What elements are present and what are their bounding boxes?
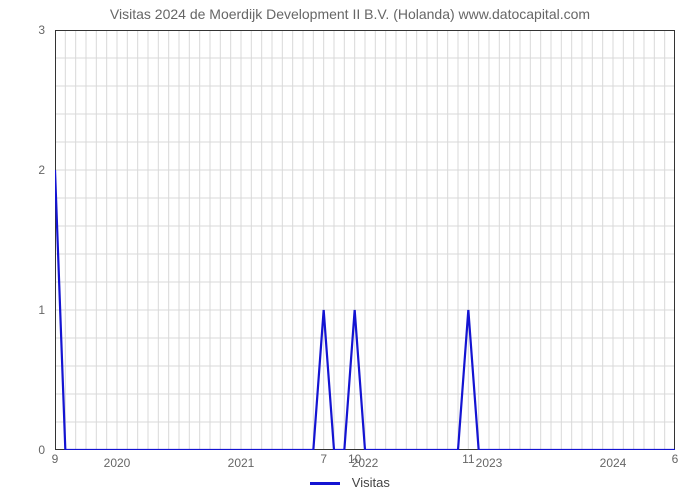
value-label: 10 xyxy=(343,452,367,466)
y-tick-label: 0 xyxy=(0,443,45,457)
x-tick-label: 2024 xyxy=(583,456,643,470)
plot-area xyxy=(55,30,675,450)
legend: Visitas xyxy=(0,475,700,490)
chart-title: Visitas 2024 de Moerdijk Development II … xyxy=(0,6,700,22)
visitas-chart: Visitas 2024 de Moerdijk Development II … xyxy=(0,0,700,500)
x-tick-label: 2020 xyxy=(87,456,147,470)
value-label: 9 xyxy=(43,452,67,466)
value-label: 11 xyxy=(456,452,480,466)
legend-swatch xyxy=(310,482,340,485)
y-tick-label: 3 xyxy=(0,23,45,37)
x-tick-label: 2021 xyxy=(211,456,271,470)
y-tick-label: 2 xyxy=(0,163,45,177)
legend-label: Visitas xyxy=(352,475,390,490)
y-tick-label: 1 xyxy=(0,303,45,317)
value-label: 7 xyxy=(312,452,336,466)
value-label: 6 xyxy=(663,452,687,466)
